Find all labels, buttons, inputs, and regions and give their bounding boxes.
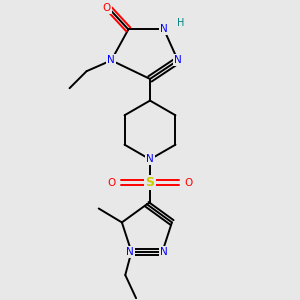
Text: N: N [160, 247, 168, 257]
Text: O: O [184, 178, 192, 188]
Text: N: N [146, 154, 154, 164]
Text: S: S [146, 176, 154, 189]
Text: H: H [177, 18, 184, 28]
Text: N: N [174, 56, 182, 65]
Text: O: O [103, 3, 111, 13]
Text: N: N [126, 247, 134, 257]
Text: N: N [160, 24, 168, 34]
Text: O: O [108, 178, 116, 188]
Text: N: N [107, 56, 115, 65]
